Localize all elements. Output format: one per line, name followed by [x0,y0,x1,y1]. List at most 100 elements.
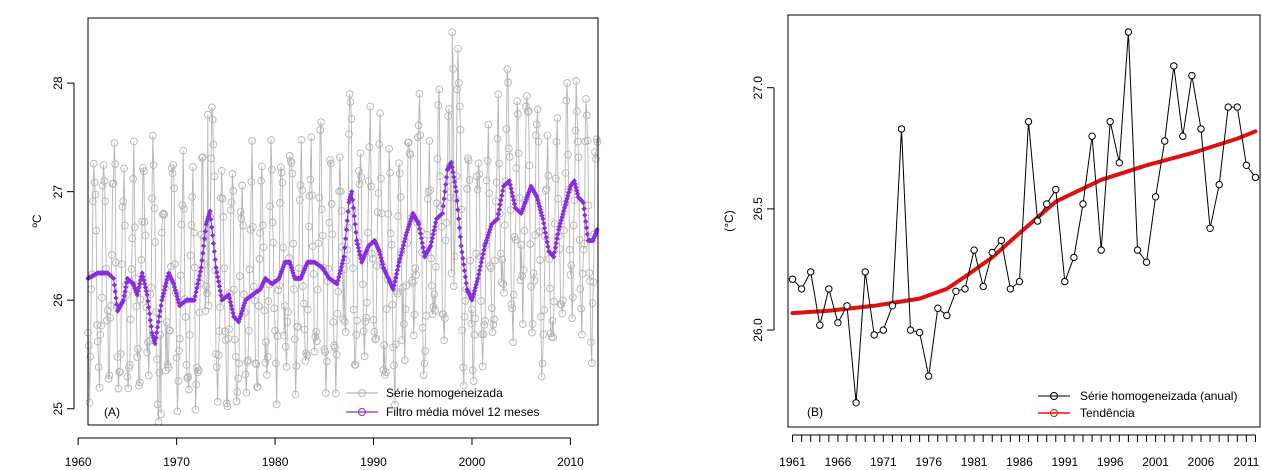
point-moving-average [215,278,222,285]
point-homogeneous [573,107,581,116]
point-homogeneous [490,315,498,324]
point-homogeneous [430,290,439,299]
point-homogeneous [126,315,135,324]
point-homogeneous [171,260,179,268]
point-homogeneous [332,350,341,359]
point-annual [1242,161,1251,170]
point-homogeneous [582,111,591,120]
point-homogeneous [363,298,371,307]
point-homogeneous [118,202,127,211]
point-homogeneous [130,223,139,232]
point-moving-average [430,231,436,238]
point-homogeneous [496,249,505,258]
point-moving-average [455,216,462,222]
point-moving-average [432,219,439,226]
point-homogeneous [481,317,489,325]
point-homogeneous [289,239,297,248]
point-annual [1233,103,1242,111]
point-moving-average [158,302,164,309]
series-annual-line [792,31,1256,403]
point-moving-average [207,208,213,214]
point-homogeneous [368,254,377,263]
point-homogeneous [550,297,558,306]
point-homogeneous [431,306,439,315]
point-homogeneous [538,359,547,368]
point-homogeneous [227,198,236,206]
series-homogeneous-line [87,32,598,422]
series-trend [790,129,1258,316]
point-homogeneous [424,187,433,196]
point-annual [1224,103,1232,111]
point-moving-average [392,274,399,281]
point-homogeneous [219,213,228,221]
point-moving-average [479,255,485,261]
point-homogeneous [177,220,186,229]
point-moving-average [545,243,551,250]
point-homogeneous [92,226,101,235]
point-homogeneous [571,126,580,135]
point-homogeneous [532,120,541,129]
point-moving-average [553,240,559,246]
point-homogeneous [167,262,175,271]
point-homogeneous [212,363,221,371]
point-homogeneous [367,182,375,191]
point-homogeneous [498,255,507,264]
point-homogeneous [454,78,463,87]
point-moving-average [462,274,469,280]
point-homogeneous [95,383,104,392]
point-homogeneous [337,206,346,215]
point-homogeneous [517,241,526,249]
point-annual [1215,180,1223,189]
point-moving-average [113,295,119,301]
point-homogeneous [529,269,538,278]
point-homogeneous [331,343,339,352]
point-annual [879,326,887,334]
point-homogeneous [277,168,286,177]
x-tick-label: 1986 [1006,455,1033,469]
point-moving-average [153,329,160,336]
panel-a-frame [87,17,599,426]
point-homogeneous [90,178,99,187]
point-homogeneous [427,254,435,263]
point-homogeneous [153,355,161,364]
point-homogeneous [466,256,475,265]
point-homogeneous [479,330,488,338]
point-moving-average [198,264,204,271]
point-homogeneous [294,322,302,331]
point-moving-average [418,235,425,241]
point-homogeneous [386,229,395,238]
point-homogeneous [267,136,275,144]
point-homogeneous [471,314,480,323]
point-moving-average [581,206,587,212]
legend-label-moving-average: Filtro média móvel 12 meses [386,405,539,419]
point-annual [1188,71,1196,80]
point-homogeneous [157,410,165,418]
point-moving-average [355,244,362,251]
point-homogeneous [225,325,233,334]
point-homogeneous [347,114,356,123]
point-annual [861,268,869,276]
point-moving-average [454,197,460,204]
point-moving-average [163,280,169,286]
point-homogeneous [93,337,102,346]
point-homogeneous [310,347,319,356]
point-homogeneous [326,156,334,164]
point-moving-average [212,256,218,263]
point-homogeneous [317,205,326,214]
point-homogeneous [518,271,526,280]
point-homogeneous [415,89,424,98]
point-homogeneous [372,261,381,270]
point-homogeneous [552,137,561,146]
point-homogeneous [278,178,287,187]
point-homogeneous [241,370,250,379]
point-homogeneous [384,210,393,218]
point-homogeneous [291,390,300,399]
point-moving-average [156,313,163,320]
point-homogeneous [425,137,434,145]
point-moving-average [451,174,457,180]
point-moving-average [136,284,142,291]
point-homogeneous [105,371,114,380]
point-homogeneous [382,305,391,313]
point-homogeneous [548,316,557,325]
point-homogeneous [135,378,144,387]
